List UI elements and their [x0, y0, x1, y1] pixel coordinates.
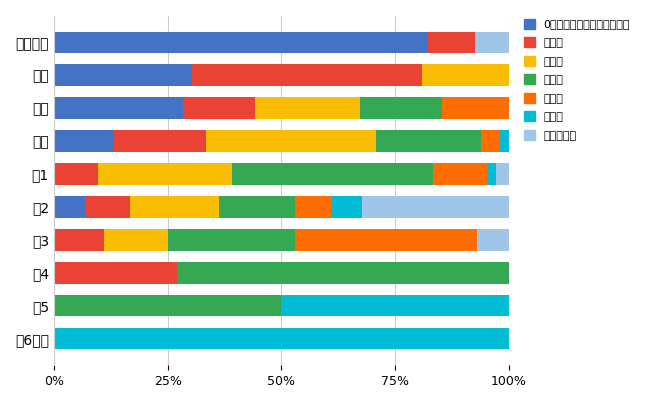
Bar [192, 64, 422, 86]
Bar [362, 196, 509, 218]
Bar [54, 64, 192, 86]
Bar [422, 64, 509, 86]
Bar [205, 130, 376, 152]
Bar [54, 163, 99, 185]
Legend: 0　（ひとつもしていない）, 週１日, 週２日, 週３日, 週４日, 週５日, 週６日以上: 0 （ひとつもしていない）, 週１日, 週２日, 週３日, 週４日, 週５日, … [519, 14, 634, 145]
Bar [85, 196, 130, 218]
Bar [232, 163, 433, 185]
Bar [183, 98, 255, 119]
Bar [482, 130, 500, 152]
Bar [219, 196, 295, 218]
Bar [54, 31, 428, 53]
Bar [114, 130, 205, 152]
Bar [500, 130, 509, 152]
Bar [433, 163, 487, 185]
Bar [54, 229, 104, 251]
Bar [496, 163, 509, 185]
Bar [428, 31, 476, 53]
Bar [477, 229, 509, 251]
Bar [295, 196, 331, 218]
Bar [361, 98, 442, 119]
Bar [104, 229, 168, 251]
Bar [476, 31, 509, 53]
Bar [255, 98, 361, 119]
Bar [130, 196, 219, 218]
Bar [295, 229, 477, 251]
Bar [331, 196, 362, 218]
Bar [442, 98, 509, 119]
Bar [54, 295, 281, 316]
Bar [376, 130, 482, 152]
Bar [281, 295, 509, 316]
Bar [168, 229, 295, 251]
Bar [177, 262, 509, 284]
Bar [54, 328, 509, 349]
Bar [54, 98, 183, 119]
Bar [54, 262, 177, 284]
Bar [54, 130, 114, 152]
Bar [487, 163, 496, 185]
Bar [99, 163, 232, 185]
Bar [54, 196, 85, 218]
